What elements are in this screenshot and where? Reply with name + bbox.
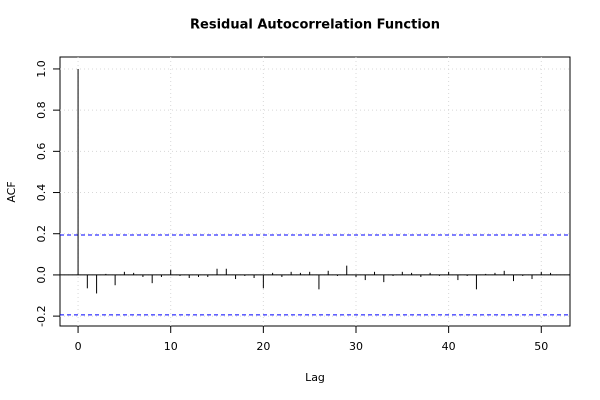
plot-frame xyxy=(59,56,571,327)
y-axis-label: ACF xyxy=(5,181,18,202)
y-tick-label: 0.2 xyxy=(35,225,48,243)
x-tick-label: 50 xyxy=(534,340,548,353)
y-tick-label: 0.6 xyxy=(35,143,48,161)
y-tick-label: 0.0 xyxy=(35,266,48,284)
x-tick-label: 20 xyxy=(256,340,270,353)
x-tick-label: 10 xyxy=(164,340,178,353)
y-tick-label: 1.0 xyxy=(35,60,48,78)
x-tick-label: 0 xyxy=(75,340,82,353)
y-tick-label: -0.2 xyxy=(35,305,48,326)
x-tick-label: 40 xyxy=(442,340,456,353)
x-axis-label: Lag xyxy=(305,371,325,384)
x-tick-label: 30 xyxy=(349,340,363,353)
chart-title: Residual Autocorrelation Function xyxy=(190,18,440,33)
y-tick-label: 0.4 xyxy=(35,184,48,202)
y-tick-label: 0.8 xyxy=(35,101,48,119)
